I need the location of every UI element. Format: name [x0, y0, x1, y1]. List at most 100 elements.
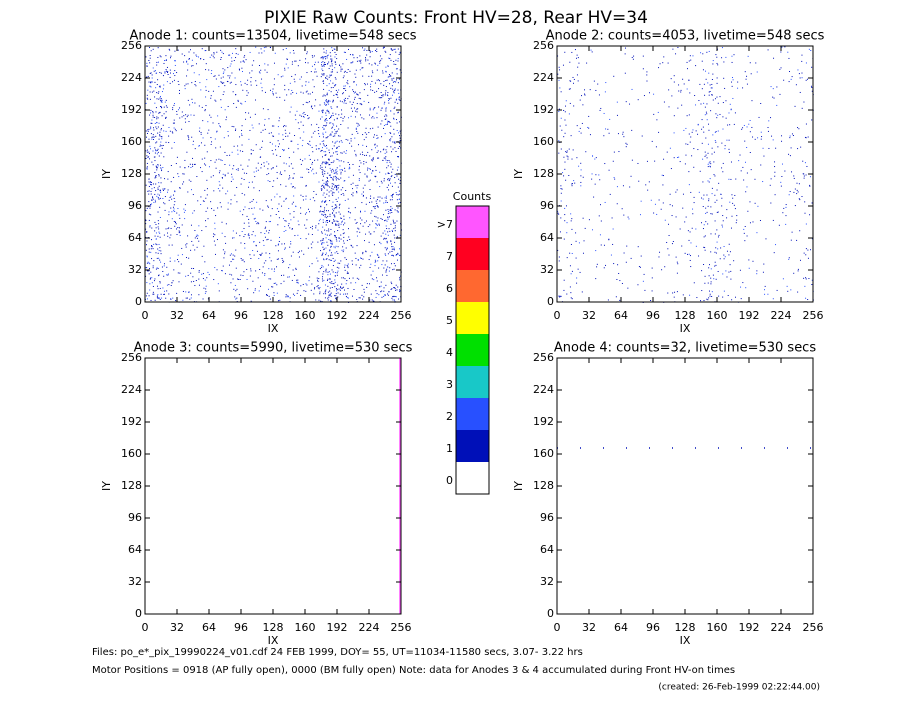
count-dot [302, 92, 304, 94]
count-dot [322, 173, 324, 175]
count-dot [394, 48, 396, 50]
count-dot [805, 174, 807, 176]
count-dot [362, 258, 364, 260]
count-dot [788, 194, 790, 196]
count-dot [785, 206, 787, 208]
count-dot [163, 293, 165, 295]
count-dot [720, 194, 722, 196]
count-dot [350, 62, 352, 64]
count-dot [356, 57, 358, 59]
count-dot [316, 75, 318, 77]
count-dot [343, 236, 345, 238]
count-dot [322, 70, 324, 72]
count-dot [722, 128, 724, 130]
count-dot [157, 92, 159, 94]
count-dot [394, 287, 396, 289]
count-dot [149, 225, 151, 227]
count-dot [185, 114, 187, 116]
count-dot [365, 127, 367, 129]
count-dot [252, 127, 254, 129]
count-dot [221, 232, 223, 234]
count-dot [218, 86, 220, 88]
count-dot [282, 134, 284, 136]
count-dot [273, 62, 275, 64]
count-dot [715, 113, 717, 115]
count-dot [686, 88, 688, 90]
count-dot [246, 94, 248, 96]
count-dot [159, 259, 161, 261]
count-dot [713, 161, 715, 163]
count-dot [605, 82, 607, 84]
count-dot [221, 177, 223, 179]
count-dot [708, 290, 710, 292]
count-dot [397, 58, 399, 60]
count-dot [322, 214, 324, 216]
count-dot [201, 48, 203, 50]
count-dot [350, 107, 352, 109]
count-dot [326, 122, 328, 124]
colorbar-swatch [456, 334, 489, 366]
count-dot [158, 274, 160, 276]
count-dot [345, 258, 347, 260]
count-dot [323, 144, 325, 146]
count-dot [162, 124, 164, 126]
count-dot [164, 209, 166, 211]
count-dot [801, 196, 803, 198]
count-dot [729, 201, 731, 203]
count-dot [151, 282, 153, 284]
count-dot [386, 247, 388, 249]
count-dot [689, 294, 691, 296]
count-dot [152, 285, 154, 287]
count-dot [155, 87, 157, 89]
count-dot [149, 283, 151, 285]
x-axis-label: IX [680, 322, 691, 335]
colorbar-label: 3 [446, 378, 453, 391]
count-dot [360, 162, 362, 164]
count-dot [253, 241, 255, 243]
count-dot [278, 133, 280, 135]
count-dot [216, 269, 218, 271]
count-dot [329, 74, 331, 76]
count-dot [323, 51, 325, 53]
count-dot [376, 253, 378, 255]
count-dot [397, 194, 399, 196]
count-dot [246, 215, 248, 217]
count-dot [287, 276, 289, 278]
count-dot [293, 52, 295, 54]
count-dot [258, 223, 260, 225]
count-dot [397, 156, 399, 158]
count-dot [193, 52, 195, 54]
count-dot [381, 218, 383, 220]
count-dot [715, 264, 717, 266]
count-dot [708, 275, 710, 277]
count-dot [264, 128, 266, 130]
count-dot [302, 104, 304, 106]
count-dot [368, 75, 370, 77]
count-dot [691, 155, 693, 157]
count-dot [329, 278, 331, 280]
count-dot [327, 54, 329, 56]
panel-title: Anode 3: counts=5990, livetime=530 secs [134, 341, 413, 356]
count-dot [565, 100, 567, 102]
count-dot [156, 167, 158, 169]
count-dot [379, 196, 381, 198]
count-dot [237, 99, 239, 101]
count-dot [621, 208, 623, 210]
count-dot [392, 141, 394, 143]
count-dot [338, 211, 340, 213]
count-dot [262, 108, 264, 110]
y-tick-label: 64 [128, 231, 142, 244]
count-dot [327, 181, 329, 183]
count-dot [380, 109, 382, 111]
count-dot [243, 172, 245, 174]
count-dot [394, 142, 396, 144]
count-dot [235, 298, 237, 300]
count-dot [378, 88, 380, 90]
count-dot [335, 198, 337, 200]
count-dot [804, 201, 806, 203]
count-dot [269, 298, 271, 300]
count-dot [155, 111, 157, 113]
count-dot [746, 83, 748, 85]
count-dot [344, 278, 346, 280]
count-dot [714, 261, 716, 263]
